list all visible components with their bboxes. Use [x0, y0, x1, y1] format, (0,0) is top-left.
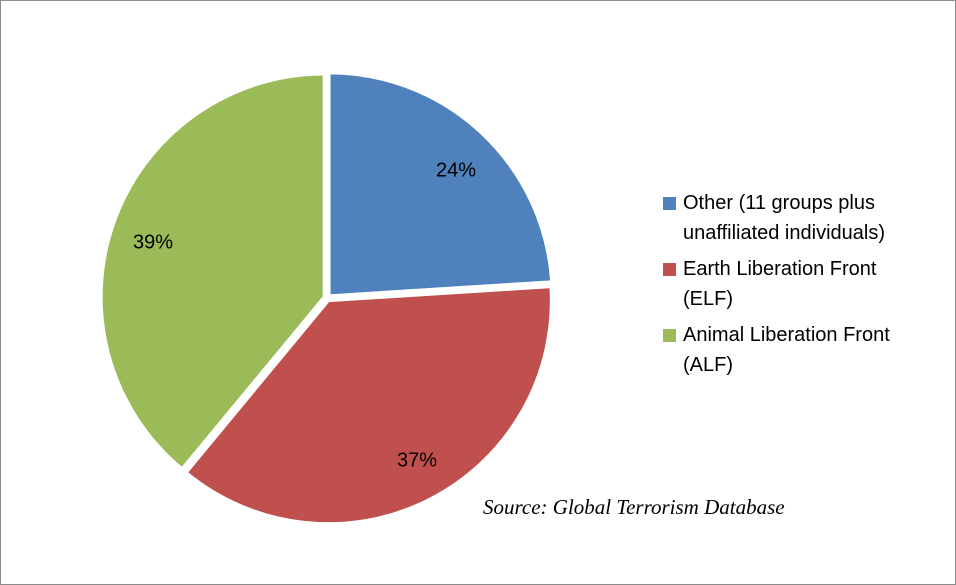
- legend-label-other-line1: Other (11 groups plus: [683, 192, 875, 214]
- source-annotation: Source: Global Terrorism Database: [483, 495, 785, 519]
- legend-item-elf: Earth Liberation Front (ELF): [663, 254, 953, 314]
- legend-label-alf-line2: (ALF): [683, 354, 733, 376]
- legend-item-other: Other (11 groups plus unaffiliated indiv…: [663, 188, 953, 248]
- legend-item-alf: Animal Liberation Front (ALF): [663, 320, 953, 380]
- legend-swatch-elf: [663, 263, 676, 276]
- pie-label-alf: 39%: [133, 231, 173, 253]
- pie-label-other: 24%: [436, 159, 476, 181]
- legend: Other (11 groups plus unaffiliated indiv…: [663, 188, 953, 386]
- legend-label-elf-line2: (ELF): [683, 288, 733, 310]
- legend-label-elf-line1: Earth Liberation Front: [683, 258, 877, 280]
- legend-label-alf-line1: Animal Liberation Front: [683, 324, 890, 346]
- pie-slice-other: [327, 71, 554, 298]
- legend-swatch-alf: [663, 329, 676, 342]
- pie-label-elf: 37%: [397, 449, 437, 471]
- legend-label-other-line2: unaffiliated individuals): [683, 222, 885, 244]
- pie-slice-alf: [99, 72, 326, 471]
- legend-swatch-other: [663, 197, 676, 210]
- pie-slice-elf: [184, 285, 553, 526]
